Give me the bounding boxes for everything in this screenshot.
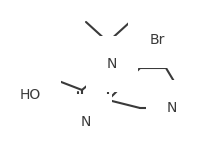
Text: N: N [107,57,117,71]
Text: N: N [81,115,91,129]
Text: N: N [167,101,177,115]
Text: Br: Br [149,33,165,47]
Text: HO: HO [19,88,41,102]
